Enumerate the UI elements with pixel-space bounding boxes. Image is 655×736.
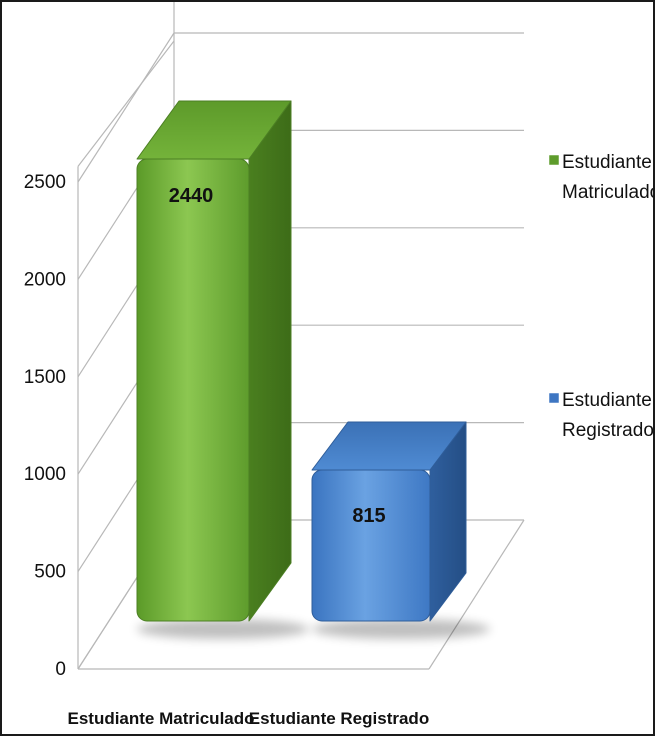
- y-tick-label: 2000: [24, 269, 66, 290]
- y-tick-label: 1000: [24, 464, 66, 485]
- y-axis: 0 500 1000 1500 2000 2500: [24, 172, 66, 680]
- legend-label: Estudiante: [562, 152, 652, 173]
- bar-data-label: 2440: [169, 185, 214, 207]
- bar-front-face: [311, 469, 431, 622]
- side-wall-top-edge: [77, 40, 175, 167]
- bar-data-label: 815: [352, 505, 385, 527]
- x-category-label: Estudiante Matriculado: [67, 709, 254, 728]
- gridline-side: [77, 32, 175, 183]
- legend-entry: Estudiante Matriculado: [548, 152, 653, 203]
- legend-swatch: [548, 392, 560, 404]
- legend-entry: Estudiante Registrado: [548, 390, 653, 441]
- y-tick-label: 2500: [24, 172, 66, 193]
- legend-label: Estudiante: [562, 390, 652, 411]
- floor-right-edge: [428, 519, 525, 670]
- bar-side-face: [248, 100, 292, 622]
- bar-registrado: 815: [311, 421, 490, 639]
- legend-swatch: [548, 154, 560, 166]
- y-tick-label: 1500: [24, 367, 66, 388]
- legend-label: Matriculado: [562, 182, 653, 203]
- legend-label: Registrado: [562, 420, 653, 441]
- bars: 2440 815: [136, 100, 490, 639]
- bar-front-face: [136, 158, 250, 622]
- bar-shadow: [137, 619, 309, 639]
- y-tick-label: 500: [34, 562, 66, 583]
- legend: Estudiante Matriculado Estudiante Registrad…: [548, 152, 653, 441]
- bar-shadow: [312, 619, 490, 639]
- y-tick-label: 0: [55, 659, 66, 680]
- x-category-label: Estudiante Registrado: [249, 709, 429, 728]
- bar-matriculado: 2440: [136, 100, 309, 639]
